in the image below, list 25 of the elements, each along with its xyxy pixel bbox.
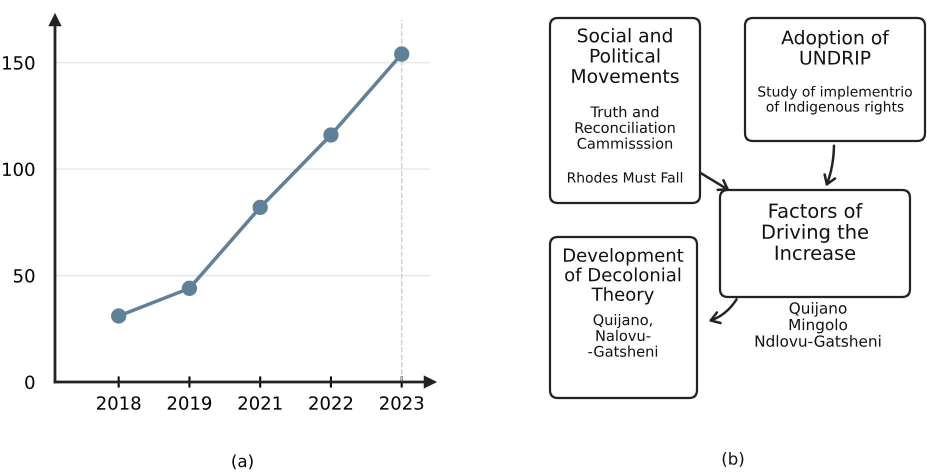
text: Development of Decolonial Theory: [564, 248, 684, 305]
x-tick-label: 2021: [238, 396, 282, 410]
x-tick-label: 2018: [97, 396, 140, 410]
x-tick-label: 2022: [309, 396, 352, 410]
point: [394, 46, 410, 62]
point: [111, 308, 126, 324]
x-tick-label: 2023: [380, 396, 424, 410]
point: [323, 127, 339, 143]
x-tick-label: 2019: [168, 396, 212, 410]
text: Study of implementrio of Indigenous rights: [758, 86, 912, 114]
y-tick-label: 100: [3, 162, 34, 176]
text: Truth and Reconciliation Cammisssion: [576, 106, 675, 149]
text: Quijano Mingolo Ndlovu-Gatsheni: [756, 302, 880, 347]
text: Social and Political Movements: [572, 28, 679, 84]
y-tick-label: 150: [3, 56, 34, 70]
point: [182, 280, 198, 296]
text: (a): [232, 454, 253, 470]
text: (b): [722, 452, 744, 467]
y-tick-label: 50: [14, 268, 34, 283]
text: Quijano, Nalovu- -Gatsheni: [588, 314, 658, 357]
point: [252, 200, 268, 216]
text: Adoption of UNDRIP: [781, 30, 890, 65]
text: Rhodes Must Fall: [568, 172, 682, 183]
text: Factors of Driving the Increase: [762, 203, 868, 260]
y-tick-label: 0: [25, 375, 34, 390]
